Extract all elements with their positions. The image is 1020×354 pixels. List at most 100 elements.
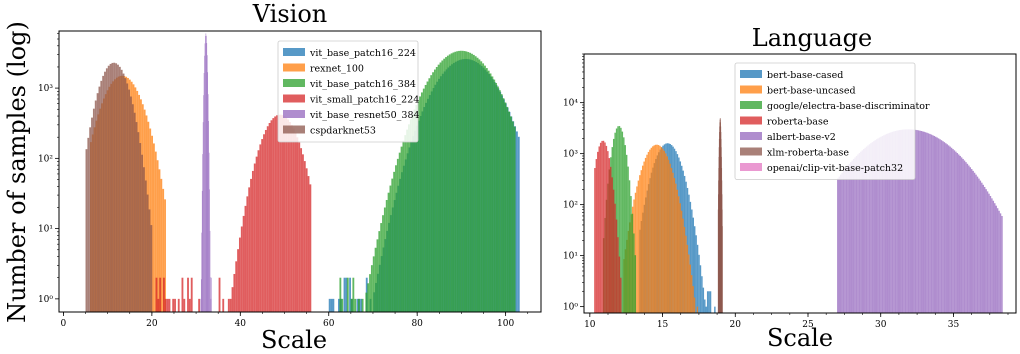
histogram-bar	[621, 131, 624, 313]
histogram-bar	[156, 160, 159, 312]
histogram-bar	[467, 52, 470, 312]
histogram-bar	[146, 194, 149, 312]
histogram-bar	[130, 96, 132, 312]
y-tick-label: 10⁰	[563, 303, 578, 313]
histogram-bar	[471, 53, 473, 313]
histogram-bar	[380, 223, 383, 312]
histogram-bar	[143, 167, 145, 312]
histogram-bar	[517, 136, 520, 312]
histogram-bar	[263, 134, 265, 312]
histogram-bar	[435, 67, 438, 312]
histogram-bar	[209, 230, 211, 312]
histogram-bar	[472, 54, 475, 312]
histogram-bar	[272, 118, 275, 312]
histogram-bar	[419, 96, 422, 312]
histogram-bar	[985, 189, 987, 313]
histogram-bar	[489, 73, 492, 312]
histogram-bar	[391, 178, 394, 312]
histogram-bar	[966, 163, 969, 313]
histogram-bar	[424, 84, 427, 312]
histogram-bar	[155, 277, 158, 312]
vision-bars	[85, 33, 520, 313]
histogram-bar	[929, 133, 931, 313]
histogram-bar	[900, 129, 902, 313]
histogram-bar	[372, 256, 375, 312]
x-tick-label: 0	[61, 319, 67, 329]
histogram-bar	[458, 50, 460, 313]
histogram-bar	[89, 127, 92, 312]
legend-swatch	[283, 63, 305, 72]
histogram-bar	[210, 277, 211, 312]
histogram-bar	[498, 90, 501, 313]
histogram-bar	[702, 287, 705, 313]
histogram-bar	[152, 143, 155, 312]
histogram-bar	[233, 273, 236, 312]
histogram-bar	[279, 114, 282, 312]
histogram-bar	[690, 275, 693, 313]
histogram-bar	[620, 277, 622, 313]
histogram-bar	[911, 129, 914, 313]
histogram-bar	[370, 265, 373, 312]
histogram-bar	[699, 265, 702, 313]
histogram-bar	[205, 33, 207, 312]
histogram-bar	[637, 180, 640, 313]
histogram-bar	[328, 298, 331, 312]
vision-xlabel: Scale	[261, 326, 327, 354]
histogram-bar	[357, 298, 360, 312]
histogram-bar	[627, 166, 629, 313]
histogram-bar	[459, 50, 462, 312]
histogram-bar	[248, 187, 251, 312]
histogram-bar	[973, 172, 976, 313]
x-tick-label: 20	[730, 320, 742, 330]
histogram-bar	[855, 155, 858, 313]
histogram-bar	[643, 161, 645, 313]
legend-swatch	[740, 147, 762, 156]
histogram-bar	[924, 132, 927, 313]
histogram-bar	[605, 145, 608, 313]
histogram-bar	[838, 176, 840, 313]
histogram-bar	[1001, 216, 1003, 313]
histogram-bar	[166, 298, 169, 312]
histogram-bar	[259, 144, 262, 312]
histogram-bar	[953, 150, 956, 313]
histogram-bar	[285, 117, 288, 312]
histogram-bar	[693, 226, 696, 313]
histogram-bar	[907, 129, 910, 313]
histogram-bar	[452, 52, 455, 313]
histogram-bar	[204, 55, 205, 313]
histogram-bar	[641, 165, 644, 313]
histogram-bar	[878, 137, 881, 313]
x-tick-label: 10	[584, 320, 596, 330]
histogram-bar	[611, 177, 613, 313]
histogram-bar	[117, 64, 119, 313]
histogram-bar	[508, 111, 510, 312]
histogram-bar	[914, 129, 917, 313]
histogram-bar	[491, 76, 494, 312]
histogram-bar	[683, 226, 686, 313]
histogram-bar	[274, 116, 277, 312]
histogram-bar	[354, 298, 357, 312]
histogram-bar	[303, 161, 306, 312]
histogram-bar	[667, 159, 670, 313]
histogram-bar	[646, 154, 648, 313]
histogram-bar	[927, 133, 930, 313]
y-tick-label: 10¹	[563, 252, 578, 262]
histogram-bar	[615, 219, 618, 313]
histogram-bar	[206, 35, 207, 312]
histogram-bar	[886, 133, 888, 313]
histogram-bar	[126, 83, 129, 312]
y-tick-label: 10³	[563, 150, 578, 160]
histogram-bar	[211, 277, 212, 312]
histogram-bar	[916, 130, 918, 313]
histogram-bar	[511, 121, 514, 313]
histogram-bar	[857, 154, 859, 313]
histogram-bar	[421, 92, 423, 312]
histogram-bar	[672, 172, 674, 313]
histogram-bar	[614, 203, 616, 313]
histogram-bar	[107, 65, 110, 312]
legend-swatch	[740, 116, 762, 125]
histogram-bar	[608, 158, 611, 313]
histogram-bar	[277, 114, 280, 312]
histogram-bar	[955, 151, 957, 313]
